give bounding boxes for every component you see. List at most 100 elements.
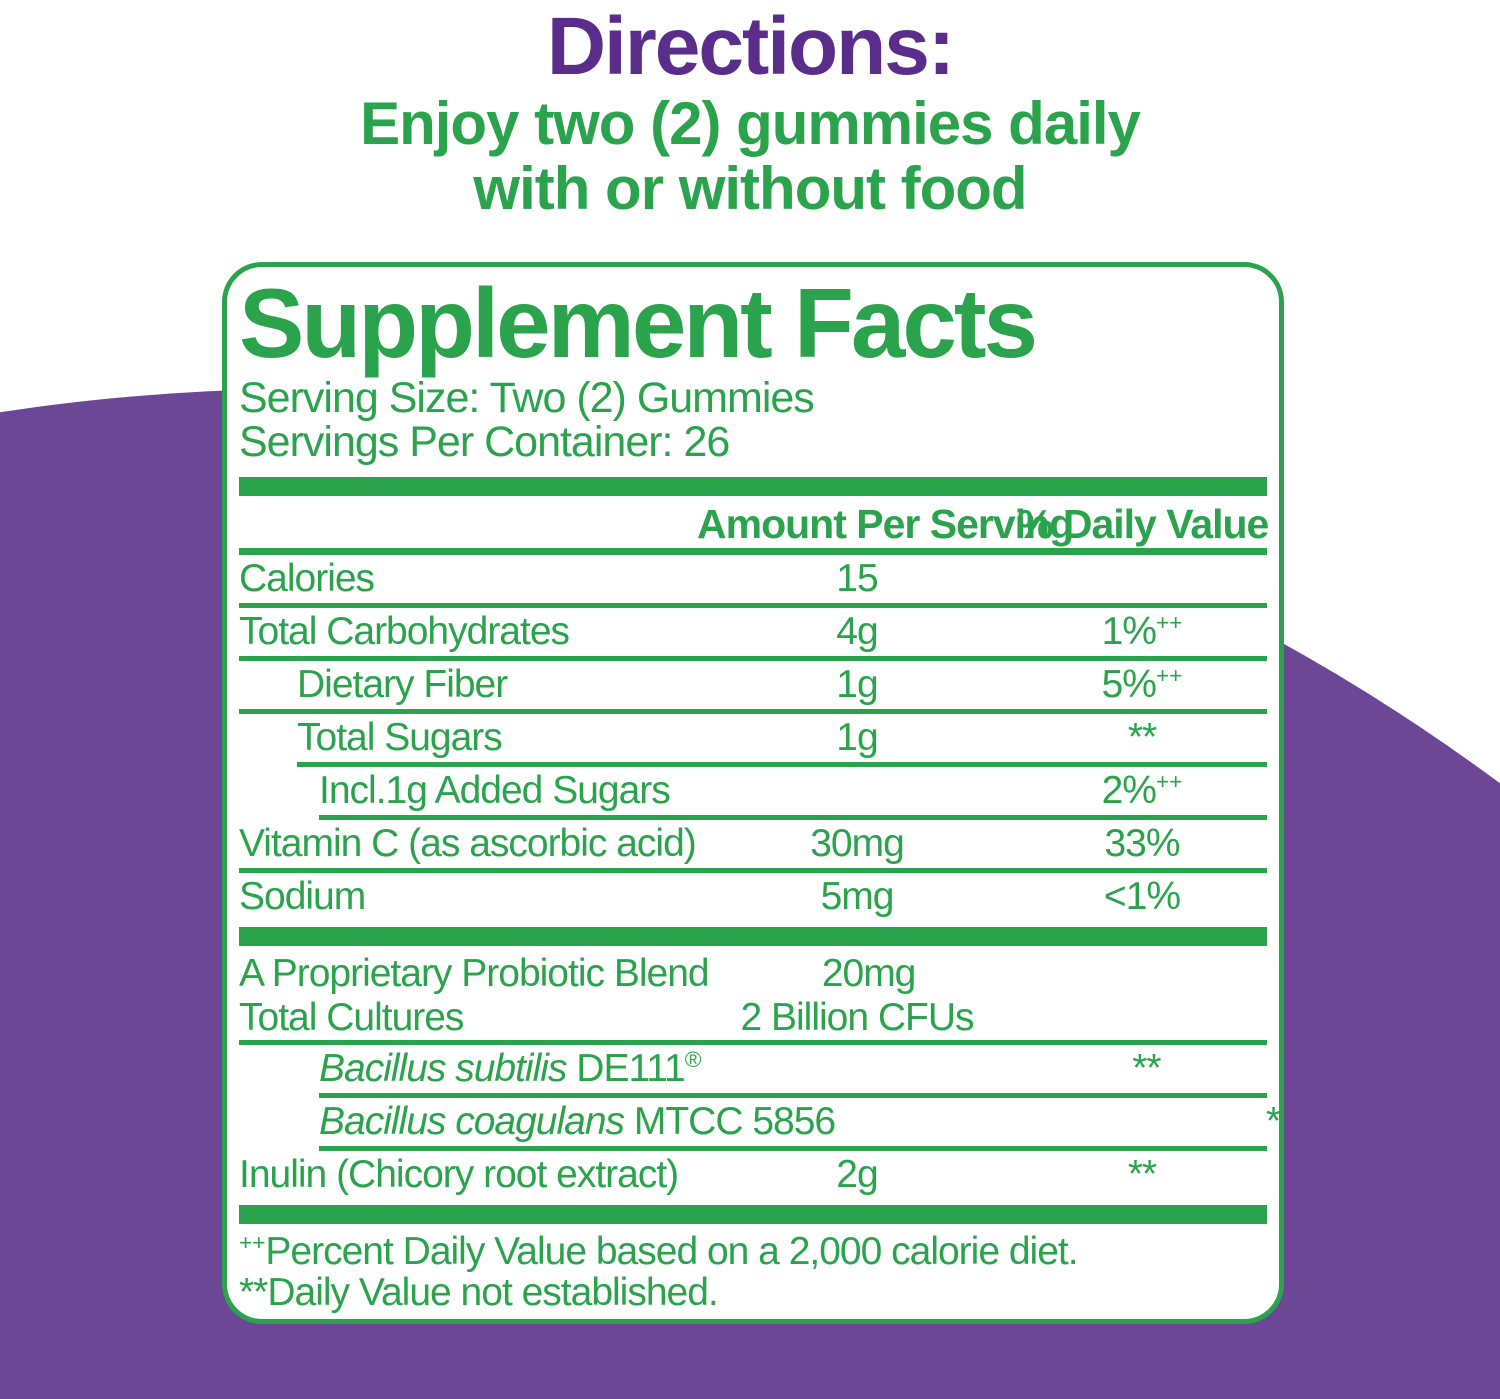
nutrient-name: Dietary Fiber [239,663,697,707]
nutrient-name: Sodium [239,875,697,919]
amount-value: 2 Billion CFUs [740,995,974,1039]
amount-value: 1g [836,715,878,759]
panel-title: Supplement Facts [239,268,1038,378]
nutrient-name: Bacillus coagulans MTCC 5856 [239,1099,836,1144]
column-headers: Amount Per Serving % Daily Value [239,501,1269,548]
table-row: Dietary Fiber 1g 5%++ [239,661,1267,709]
table-row-line: Inulin (Chicory root extract) 2g ** [239,1151,1267,1199]
nutrient-name-part: Total Cultures [239,995,464,1039]
nutrient-name-part: MTCC 5856 [633,1099,836,1143]
table-row-line: Dietary Fiber 1g 5%++ [239,661,1267,709]
nutrient-name-part: Inulin (Chicory root extract) [239,1152,679,1196]
daily-value-column-header: % Daily Value [1017,501,1269,548]
daily-value: 2%++ [1101,768,1183,812]
amount-value: 1g [836,662,878,706]
row-separator [239,867,1267,873]
table-row: Total Carbohydrates 4g 1%++ [239,608,1267,656]
row-separator [239,708,1267,714]
amount-value: 4g [836,609,878,653]
section-bar-top [239,476,1267,496]
nutrient-name: Bacillus subtilis DE111® [239,1047,701,1091]
nutrient-name-part: Sodium [239,874,366,918]
nutrient-name: Calories [239,557,697,601]
table-row-line: Total Cultures 2 Billion CFUs [239,996,1267,1040]
table-row: Total Sugars 1g ** [239,714,1267,762]
table-row: A Proprietary Probiotic Blend 20mg Total C… [239,952,1267,1040]
nutrient-name-part: Vitamin C (as ascorbic acid) [239,821,697,865]
nutrient-name: Incl.1g Added Sugars [239,769,697,813]
amount-value: 20mg [821,951,917,995]
nutrient-name-part: Incl.1g Added Sugars [319,768,671,812]
directions-line-1: Enjoy two (2) gummies daily [360,90,1141,158]
nutrient-name-part: A Proprietary Probiotic Blend [239,951,710,995]
nutrient-name-part: Total Sugars [297,715,503,759]
daily-value: <1% [1103,874,1181,918]
nutrient-name-part: Bacillus subtilis [319,1046,577,1090]
nutrient-name-part: DE111 [576,1046,685,1090]
daily-value: 1%++ [1101,609,1183,653]
footnote: ++Percent Daily Value based on a 2,000 c… [239,1229,1079,1273]
amount-value: 30mg [810,821,905,865]
amount-value: 15 [836,556,878,600]
footnote-mark: ++ [239,1229,266,1255]
table-row: Inulin (Chicory root extract) 2g ** [239,1151,1267,1199]
row-separator [319,1092,1267,1098]
serving-size: Serving Size: Two (2) Gummies [239,373,815,422]
amount-value: 2g [836,1152,878,1196]
table-row: Sodium 5mg <1% [239,873,1267,921]
section-bar-bottom [239,1204,1267,1224]
nutrient-name: Total Carbohydrates [239,610,697,654]
directions-section: Directions: Enjoy two (2) gummies daily … [0,0,1500,222]
nutrient-name-part: Total Carbohydrates [239,609,570,653]
table-row: Bacillus subtilis DE111® ** [239,1045,1267,1093]
nutrient-name: Total Sugars [239,716,697,760]
nutrient-name-part: Calories [239,556,375,600]
daily-value-footnote-mark: ++ [1155,662,1183,688]
amount-value: 5mg [820,874,895,918]
table-row: Incl.1g Added Sugars 2%++ [239,767,1267,815]
table-row-line: Total Sugars 1g ** [239,714,1267,762]
nutrient-table: Calories 15 Total Carbohydrates 4g 1%++ Dieta… [239,555,1279,1199]
footnotes: ++Percent Daily Value based on a 2,000 c… [239,1229,1267,1314]
footnote: **Daily Value not established. [239,1270,719,1314]
table-row: Calories 15 [239,555,1267,603]
table-row-line: Sodium 5mg <1% [239,873,1267,921]
registered-mark: ® [684,1046,702,1072]
row-separator [297,761,1267,767]
daily-value: ** [1132,1046,1161,1090]
daily-value: 5%++ [1101,662,1183,706]
daily-value-footnote-mark: ++ [1155,609,1183,635]
table-row-line: Bacillus subtilis DE111® ** [239,1045,1267,1093]
nutrient-name: Vitamin C (as ascorbic acid) [239,822,697,866]
table-row-line: Bacillus coagulans MTCC 5856 ** [239,1098,1279,1146]
section-bar [239,926,1267,946]
row-separator [319,814,1267,820]
header-underline [239,547,1267,555]
supplement-facts-panel: Supplement Facts Serving Size: Two (2) G… [222,262,1284,1324]
table-row-line: Vitamin C (as ascorbic acid) 30mg 33% [239,820,1267,868]
table-row-line: A Proprietary Probiotic Blend 20mg [239,952,1267,996]
nutrient-name: A Proprietary Probiotic Blend [239,951,710,996]
nutrient-name: Total Cultures [239,996,697,1040]
row-separator [319,1145,1267,1151]
daily-value: ** [1127,1152,1157,1196]
table-row: Vitamin C (as ascorbic acid) 30mg 33% [239,820,1267,868]
row-separator [239,602,1267,608]
nutrient-name: Inulin (Chicory root extract) [239,1153,697,1197]
table-row-line: Incl.1g Added Sugars 2%++ [239,767,1267,815]
directions-heading: Directions: [546,1,955,92]
row-separator [239,1039,1267,1045]
daily-value: ** [1127,715,1157,759]
daily-value: ** [1265,1099,1281,1143]
nutrient-name-part: Bacillus coagulans [319,1099,634,1143]
amount-column-header: Amount Per Serving [697,501,1074,548]
servings-per-container: Servings Per Container: 26 [239,417,730,466]
table-row-line: Total Carbohydrates 4g 1%++ [239,608,1267,656]
table-row-line: Calories 15 [239,555,1267,603]
directions-line-2: with or without food [473,154,1027,222]
daily-value: 33% [1104,821,1180,865]
row-separator [239,655,1267,661]
table-row: Bacillus coagulans MTCC 5856 ** [239,1098,1279,1146]
daily-value-footnote-mark: ++ [1155,768,1183,794]
